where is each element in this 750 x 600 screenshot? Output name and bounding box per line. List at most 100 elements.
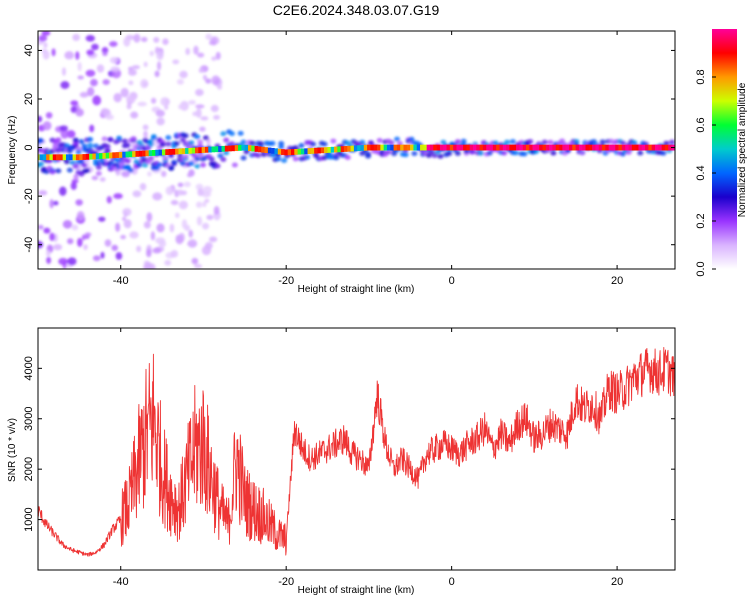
y-tick-label: 0 <box>23 145 35 151</box>
heatmap-cell <box>228 145 232 152</box>
heatmap-cell <box>651 144 656 151</box>
heatmap-cell <box>38 224 44 230</box>
heatmap-cell <box>92 255 101 262</box>
heatmap-cell <box>217 153 224 159</box>
heatmap-cell <box>98 216 106 222</box>
x-tick-label: -20 <box>278 576 294 588</box>
heatmap-cell <box>198 68 204 73</box>
heatmap-cell <box>365 153 372 159</box>
heatmap-cell <box>122 151 126 158</box>
heatmap-cell <box>120 234 126 240</box>
heatmap-cell <box>257 141 264 147</box>
spectrogram-frame <box>37 30 676 270</box>
heatmap-cell <box>251 145 255 152</box>
heatmap-cell <box>195 104 205 109</box>
heatmap-cell <box>71 224 79 231</box>
spectrogram-y-ticks: -40 -20 0 20 40 <box>23 44 675 253</box>
heatmap-cell <box>195 183 204 191</box>
heatmap-cell <box>191 147 196 154</box>
y-tick-label: 1000 <box>23 507 35 531</box>
heatmap-cell <box>330 146 335 153</box>
heatmap-cell <box>150 231 156 241</box>
heatmap-cell <box>59 186 67 196</box>
heatmap-cell <box>661 144 666 151</box>
heatmap-cell <box>147 142 154 148</box>
heatmap-cell <box>115 152 120 158</box>
heatmap-cell <box>284 149 288 156</box>
heatmap-cell <box>615 144 619 151</box>
heatmap-cell <box>360 145 365 151</box>
heatmap-cell <box>75 149 82 155</box>
heatmap-cell <box>168 149 173 155</box>
heatmap-cell <box>136 140 143 146</box>
spectrogram-x-label: Height of straight line (km) <box>298 284 415 295</box>
heatmap-cell <box>658 144 662 151</box>
heatmap-cell <box>60 81 70 89</box>
heatmap-cell <box>344 155 351 161</box>
heatmap-cell <box>208 40 217 46</box>
x-tick-label: -40 <box>113 275 129 287</box>
heatmap-cell <box>86 49 95 56</box>
heatmap-cell <box>65 154 70 161</box>
heatmap-cell <box>449 144 454 151</box>
snr-x-ticks: -40 -20 0 20 <box>113 328 623 588</box>
heatmap-cell <box>143 61 148 68</box>
heatmap-cell <box>59 125 68 132</box>
heatmap-cell <box>52 154 57 161</box>
snr-x-label: Height of straight line (km) <box>298 585 415 596</box>
heatmap-cell <box>456 144 461 151</box>
heatmap-cell <box>38 154 40 161</box>
heatmap-cell <box>499 144 504 151</box>
heatmap-cell <box>156 223 165 233</box>
heatmap-cell <box>84 232 92 237</box>
heatmap-cell <box>321 141 328 147</box>
heatmap-cell <box>489 144 494 151</box>
heatmap-cell <box>51 48 56 57</box>
heatmap-cell <box>85 153 90 160</box>
heatmap-cell <box>61 67 66 76</box>
heatmap-cell <box>185 148 189 154</box>
heatmap-cell <box>191 257 199 265</box>
heatmap-cell <box>75 108 84 117</box>
heatmap-cell <box>460 138 467 144</box>
heatmap-cell <box>611 144 616 151</box>
heatmap-cell <box>310 147 315 154</box>
heatmap-cell <box>132 190 142 198</box>
heatmap-cell <box>215 51 221 60</box>
heatmap-cell <box>307 148 312 154</box>
heatmap-cell <box>70 181 77 191</box>
heatmap-cell <box>403 144 408 151</box>
heatmap-cell <box>156 162 163 168</box>
heatmap-cell <box>188 140 195 146</box>
heatmap-cell <box>429 144 434 151</box>
heatmap-cell <box>223 137 230 143</box>
heatmap-cell <box>469 144 474 151</box>
heatmap-cell <box>195 88 204 97</box>
heatmap-cell <box>131 65 141 70</box>
heatmap-cell <box>304 148 308 155</box>
heatmap-cell <box>370 144 375 151</box>
heatmap-cell <box>152 192 163 201</box>
heatmap-cell <box>124 158 131 164</box>
heatmap-cell <box>197 188 204 197</box>
heatmap-cell <box>195 147 199 154</box>
heatmap-cell <box>171 159 178 165</box>
heatmap-cell <box>211 146 216 153</box>
heatmap-cell <box>197 152 204 158</box>
heatmap-cell <box>155 109 165 117</box>
heatmap-cell <box>592 144 596 151</box>
heatmap-cell <box>278 144 285 150</box>
snr-y-ticks: 1000 2000 3000 4000 <box>23 356 675 532</box>
heatmap-cell <box>168 165 175 171</box>
heatmap-cell <box>105 152 110 159</box>
heatmap-cell <box>204 146 209 153</box>
heatmap-cell <box>211 56 217 61</box>
heatmap-cell <box>45 112 53 119</box>
snr-frame <box>37 327 676 571</box>
heatmap-cell <box>214 163 221 169</box>
heatmap-cell <box>43 41 48 49</box>
heatmap-cell <box>123 37 131 47</box>
heatmap-cell <box>261 146 265 153</box>
heatmap-cell <box>267 147 272 154</box>
heatmap-cell <box>145 150 149 157</box>
